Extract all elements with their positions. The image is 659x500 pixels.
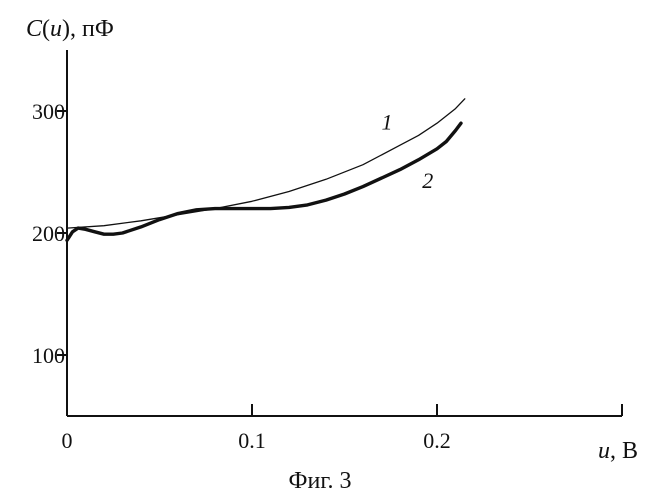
y-tick-label: 100 (32, 343, 65, 368)
x-tick-label: 0 (62, 428, 73, 453)
y-axis-label-variable: u (50, 16, 62, 42)
ticks: 0 0.1 0.2 100 200 300 (32, 99, 622, 453)
y-axis-label-open-paren: ( (42, 16, 50, 42)
x-tick-label: 0.2 (423, 428, 451, 453)
y-axis-label-unit: ), пФ (62, 16, 114, 42)
x-tick-label: 0.1 (238, 428, 266, 453)
series: 12 (67, 99, 465, 241)
series-1-label: 1 (382, 109, 393, 134)
figure-caption: Фиг. 3 (289, 468, 352, 494)
y-tick-label: 300 (32, 99, 65, 124)
y-axis-label: C(u), пФ (26, 16, 114, 42)
series-2-label: 2 (422, 168, 433, 193)
x-axis-label: u, В (598, 438, 638, 464)
y-tick-label: 200 (32, 221, 65, 246)
y-axis-label-symbol: C (26, 16, 43, 42)
axes (67, 50, 622, 416)
x-axis-label-variable: u (598, 438, 610, 464)
x-axis-label-unit: , В (610, 438, 638, 464)
